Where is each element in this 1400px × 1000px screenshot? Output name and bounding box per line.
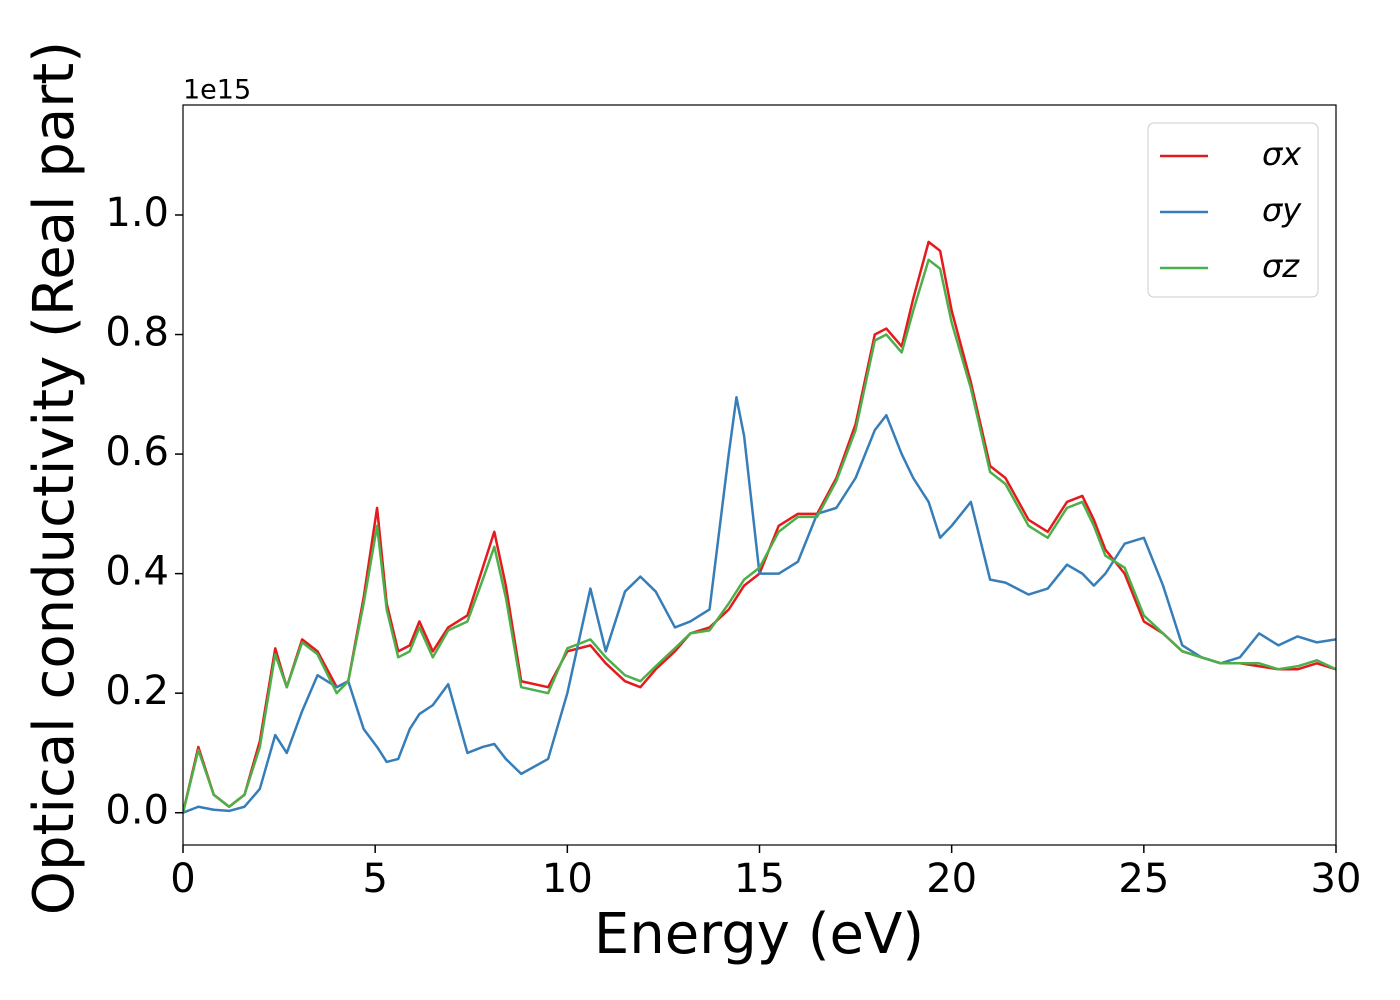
x-tick-label: 30 xyxy=(1311,856,1362,902)
legend-box xyxy=(1147,122,1319,298)
y-tick-label: 0.0 xyxy=(105,788,169,834)
y-tick-label: 0.4 xyxy=(105,549,169,595)
x-tick-label: 5 xyxy=(362,856,387,902)
x-tick-label: 20 xyxy=(926,856,977,902)
series-line xyxy=(183,258,1336,814)
y-tick-label: 0.8 xyxy=(105,310,169,356)
legend-label: σy xyxy=(1262,191,1302,229)
y-axis-label: Optical conductivity (Real part) xyxy=(22,41,87,915)
x-tick-label: 0 xyxy=(170,856,195,902)
y-tick-label: 0.2 xyxy=(105,668,169,714)
x-tick-label: 25 xyxy=(1118,856,1169,902)
y-tick-label: 1.0 xyxy=(105,190,169,236)
y-tick-label: 0.6 xyxy=(105,429,169,475)
legend-label: σx xyxy=(1262,135,1302,173)
x-tick-label: 15 xyxy=(734,856,785,902)
legend-label: σz xyxy=(1262,247,1300,285)
series-line xyxy=(183,240,1336,814)
plot-frame xyxy=(182,104,1337,846)
y-offset-label: 1e15 xyxy=(183,75,251,106)
series-line xyxy=(183,396,1336,814)
x-tick-label: 10 xyxy=(542,856,593,902)
x-axis-label: Energy (eV) xyxy=(594,902,924,967)
